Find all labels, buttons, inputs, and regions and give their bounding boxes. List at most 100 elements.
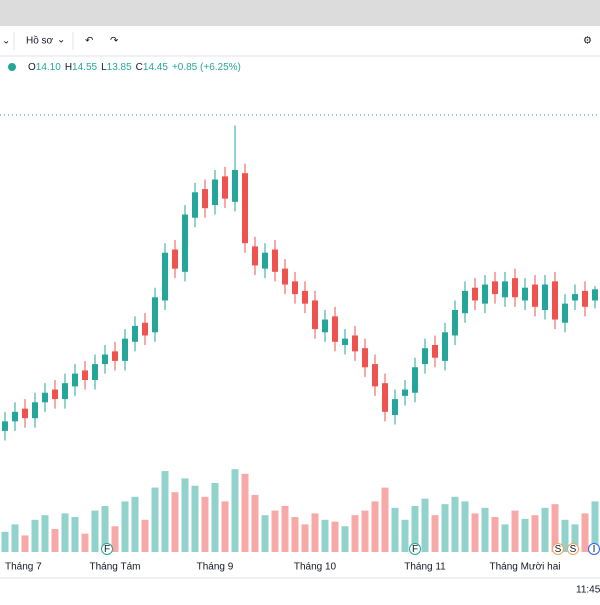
- volume-bar: [301, 524, 309, 552]
- candle-body: [302, 290, 308, 304]
- candle-body: [492, 281, 498, 295]
- event-marker: [567, 543, 579, 555]
- candle-body: [322, 319, 328, 333]
- x-tick-label: Tháng 11: [404, 562, 446, 573]
- volume-bar: [331, 521, 339, 552]
- candle-body: [182, 214, 188, 272]
- candle-body: [192, 192, 198, 218]
- event-label: S: [570, 544, 577, 555]
- volume-bar: [501, 524, 509, 552]
- candle-body: [582, 290, 588, 307]
- candle-body: [22, 408, 28, 419]
- ohlc-key: O: [28, 62, 36, 73]
- candle-body: [252, 246, 258, 266]
- candle-body: [142, 322, 148, 336]
- volume-bar: [531, 515, 539, 552]
- volume-bar: [281, 506, 289, 552]
- volume-bar: [311, 513, 319, 552]
- event-label: S: [555, 544, 562, 555]
- redo-button[interactable]: ↷: [110, 36, 119, 47]
- volume-bar: [411, 506, 419, 552]
- volume-bar: [251, 494, 259, 552]
- candle-body: [272, 249, 278, 272]
- volume-bar: [151, 487, 159, 552]
- candle-body: [412, 367, 418, 393]
- candle-body: [442, 332, 448, 361]
- candle-body: [522, 287, 528, 301]
- volume-bar: [491, 517, 499, 552]
- ohlc-value: 14.10: [36, 62, 61, 73]
- candle-body: [32, 402, 38, 419]
- volume-bar: [111, 526, 119, 552]
- event-marker: [552, 543, 564, 555]
- candle-body: [552, 281, 558, 320]
- candle-body: [292, 281, 298, 295]
- volume-bar: [541, 507, 549, 552]
- volume-bar: [471, 513, 479, 552]
- volume-bar: [121, 501, 129, 552]
- volume-bar: [201, 496, 209, 552]
- volume-bar: [141, 519, 149, 552]
- candle-body: [72, 373, 78, 387]
- volume-bar: [271, 510, 279, 552]
- candle-body: [122, 338, 128, 361]
- candle-body: [62, 383, 68, 400]
- settings-button[interactable]: ⚙: [583, 36, 592, 47]
- volume-bar: [461, 501, 469, 552]
- ohlc-value: 13.85: [107, 62, 132, 73]
- ohlc-key: C: [136, 62, 143, 73]
- candle-body: [542, 284, 548, 310]
- volume-bar: [91, 510, 99, 552]
- x-tick-label: Tháng 10: [294, 562, 337, 573]
- candle-body: [52, 389, 58, 400]
- volume-bar: [321, 519, 329, 552]
- ohlc-value: 14.55: [72, 62, 97, 73]
- volume-bar: [11, 524, 19, 552]
- profile-menu[interactable]: Hồ sơ: [26, 35, 54, 47]
- ohlc-value: 14.45: [143, 62, 168, 73]
- candle-body: [2, 421, 8, 431]
- event-label: F: [412, 544, 418, 555]
- volume-bar: [1, 531, 9, 552]
- volume-bar: [581, 513, 589, 552]
- candle-body: [12, 411, 18, 422]
- volume-bar: [161, 471, 169, 552]
- x-tick-label: Tháng 7: [5, 562, 42, 573]
- volume-bar: [421, 498, 429, 552]
- volume-bar: [371, 501, 379, 552]
- volume-bar: [441, 504, 449, 552]
- ohlc-key: L: [101, 62, 107, 73]
- candle-body: [392, 399, 398, 415]
- candle-body: [242, 173, 248, 244]
- candle-body: [112, 351, 118, 361]
- volume-bar: [221, 501, 229, 552]
- event-marker: [409, 543, 421, 555]
- undo-button[interactable]: ↶: [85, 36, 93, 47]
- candle-body: [562, 303, 568, 323]
- volume-bar: [551, 504, 559, 552]
- candle-body: [402, 389, 408, 396]
- candle-body: [452, 310, 458, 336]
- volume-bar: [51, 529, 59, 552]
- volume-bar: [591, 501, 599, 552]
- status-dot: [8, 63, 16, 71]
- candle-body: [592, 289, 598, 301]
- dropdown-caret[interactable]: ⌄: [2, 36, 10, 47]
- volume-bar: [231, 469, 239, 552]
- volume-bar: [81, 533, 89, 552]
- volume-bar: [431, 515, 439, 552]
- x-tick-label: Tháng Mười hai: [489, 562, 560, 573]
- candle-body: [482, 284, 488, 304]
- volume-bar: [351, 515, 359, 552]
- candle-body: [502, 281, 508, 298]
- candle-body: [92, 364, 98, 380]
- volume-bar: [361, 510, 369, 552]
- event-label: F: [104, 544, 110, 555]
- volume-bar: [291, 517, 299, 552]
- candle-body: [432, 345, 438, 358]
- dropdown-caret[interactable]: ⌄: [57, 35, 65, 46]
- candle-body: [262, 252, 268, 269]
- candle-body: [212, 179, 218, 205]
- candle-body: [352, 335, 358, 352]
- volume-bar: [261, 515, 269, 552]
